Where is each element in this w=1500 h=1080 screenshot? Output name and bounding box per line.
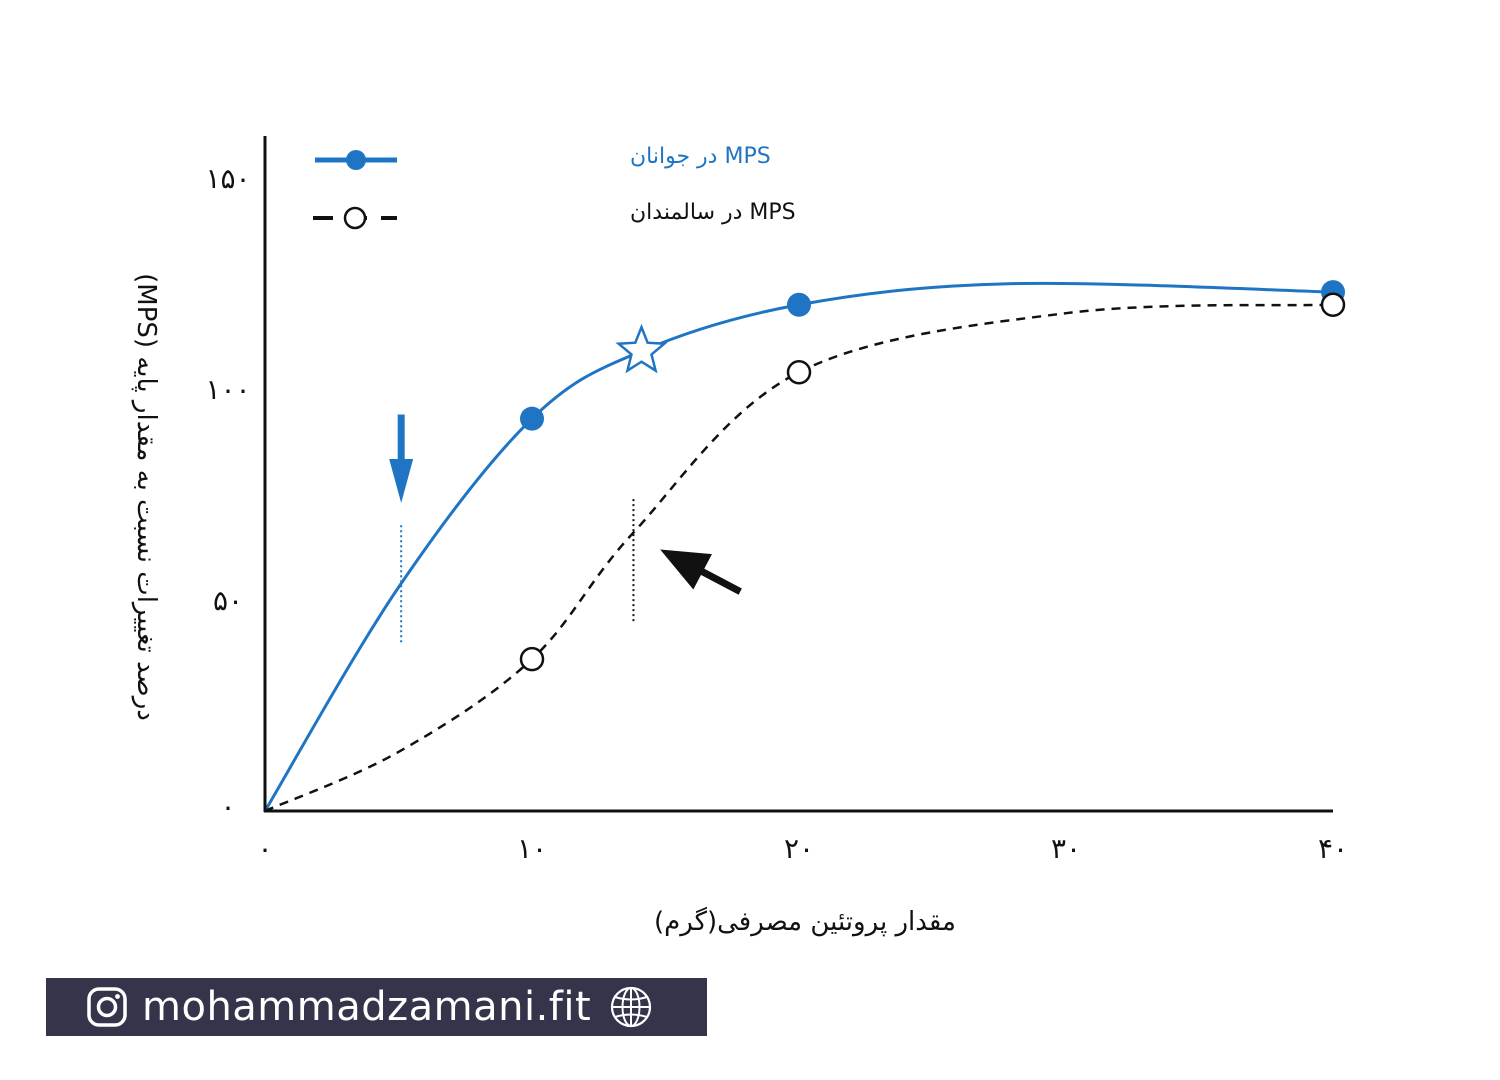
x-tick-label-1: ۱۰ [517,832,547,865]
instagram-icon [87,987,127,1027]
data-point-0-1 [787,292,811,317]
y-axis-title: درصد تغییرات نسبت به مقدار پایه (MPS) [131,273,161,721]
y-tick-label-3: ۱۵۰ [205,162,250,195]
tick-labels: ۰ ۱۰ ۲۰ ۳۰ ۴۰ ۰ ۵۰ ۱۰۰ ۱۵۰ [205,162,1348,865]
x-tick-label-2: ۲۰ [784,832,814,865]
star-annotation [615,323,668,374]
data-markers [519,280,1346,672]
y-tick-label-2: ۱۰۰ [205,373,250,406]
arrow-head [660,549,712,590]
legend-elderly-label: MPS در سالمندان [630,200,796,225]
axes [263,136,1333,813]
y-tick-label-1: ۵۰ [213,584,243,617]
annotations [389,414,742,643]
data-point-1-2 [1320,292,1346,317]
data-point-1-0 [519,646,545,672]
legend: MPS در جوانان MPS در سالمندان [313,144,796,230]
arrow-down-head [389,459,414,504]
x-axis-title: مقدار پروتئین مصرفی(گرم) [654,906,956,937]
y-tick-label-0: ۰ [220,790,235,823]
x-tick-label-4: ۴۰ [1318,832,1348,865]
globe-icon [611,986,652,1028]
x-tick-label-3: ۳۰ [1051,832,1081,865]
x-tick-label-0: ۰ [257,832,272,865]
data-point-1-1 [786,360,812,385]
series-line-1 [264,303,1334,813]
arrow-shaft [695,565,742,595]
brand-handle: mohammadzamani.fit [142,984,592,1030]
brand-banner: mohammadzamani.fit [46,978,707,1036]
legend-young-label: MPS در جوانان [630,144,771,169]
legend-elderly-marker [343,206,367,230]
data-point-0-0 [520,406,544,431]
legend-young-marker [346,150,366,170]
